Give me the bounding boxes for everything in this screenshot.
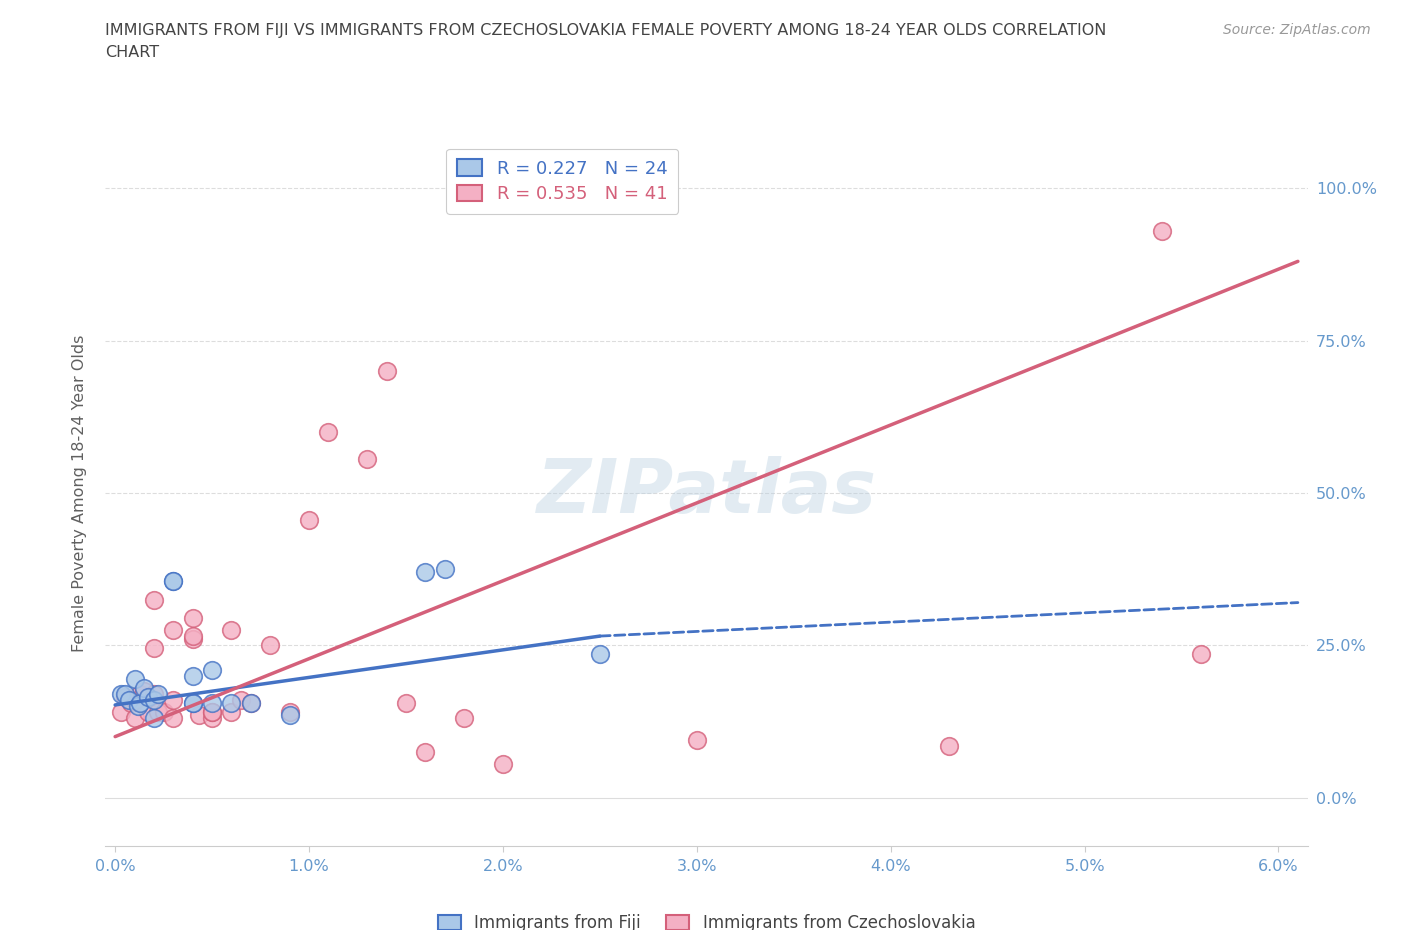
Point <box>162 693 184 708</box>
Point <box>142 711 165 725</box>
Point <box>181 696 204 711</box>
Point <box>142 641 165 656</box>
Point <box>415 565 437 579</box>
Point <box>118 693 141 708</box>
Point <box>124 671 146 686</box>
Point <box>110 686 132 701</box>
Point <box>142 686 165 701</box>
Point <box>162 711 184 725</box>
Text: Source: ZipAtlas.com: Source: ZipAtlas.com <box>1223 23 1371 37</box>
Point <box>129 686 152 701</box>
Point <box>433 562 456 577</box>
Point <box>492 757 515 772</box>
Point <box>110 705 132 720</box>
Point <box>124 711 146 725</box>
Point <box>318 424 340 439</box>
Point <box>127 698 149 713</box>
Point <box>415 744 437 759</box>
Point <box>221 622 243 637</box>
Point <box>162 574 184 589</box>
Point <box>201 705 224 720</box>
Point <box>114 686 136 701</box>
Point <box>201 662 224 677</box>
Point <box>221 705 243 720</box>
Point <box>136 689 159 704</box>
Point <box>278 705 301 720</box>
Point <box>129 696 152 711</box>
Point <box>259 638 281 653</box>
Point <box>146 705 169 720</box>
Point <box>181 669 204 684</box>
Point <box>187 708 209 723</box>
Point <box>239 696 262 711</box>
Point <box>181 610 204 625</box>
Point <box>136 705 159 720</box>
Point <box>142 693 165 708</box>
Point <box>1189 647 1212 662</box>
Point <box>278 708 301 723</box>
Point <box>221 696 243 711</box>
Point <box>162 574 184 589</box>
Point <box>181 696 204 711</box>
Point <box>124 693 146 708</box>
Point <box>395 696 418 711</box>
Point <box>589 647 612 662</box>
Point <box>1152 223 1174 238</box>
Point <box>201 696 224 711</box>
Point <box>134 684 156 698</box>
Legend: Immigrants from Fiji, Immigrants from Czechoslovakia: Immigrants from Fiji, Immigrants from Cz… <box>432 908 981 930</box>
Point <box>231 693 253 708</box>
Point <box>201 711 224 725</box>
Point <box>152 705 174 720</box>
Point <box>375 364 398 379</box>
Point <box>162 622 184 637</box>
Point <box>120 696 142 711</box>
Point <box>201 705 224 720</box>
Point <box>181 631 204 646</box>
Y-axis label: Female Poverty Among 18-24 Year Olds: Female Poverty Among 18-24 Year Olds <box>72 334 87 652</box>
Point <box>239 696 262 711</box>
Point <box>298 512 321 527</box>
Point <box>146 686 169 701</box>
Text: IMMIGRANTS FROM FIJI VS IMMIGRANTS FROM CZECHOSLOVAKIA FEMALE POVERTY AMONG 18-2: IMMIGRANTS FROM FIJI VS IMMIGRANTS FROM … <box>105 23 1107 38</box>
Point <box>356 452 378 467</box>
Point <box>134 681 156 696</box>
Text: ZIPatlas: ZIPatlas <box>537 457 876 529</box>
Point <box>114 689 136 704</box>
Text: CHART: CHART <box>105 45 159 60</box>
Point <box>453 711 475 725</box>
Point <box>142 592 165 607</box>
Point <box>686 732 709 747</box>
Point <box>181 629 204 644</box>
Point <box>938 738 960 753</box>
